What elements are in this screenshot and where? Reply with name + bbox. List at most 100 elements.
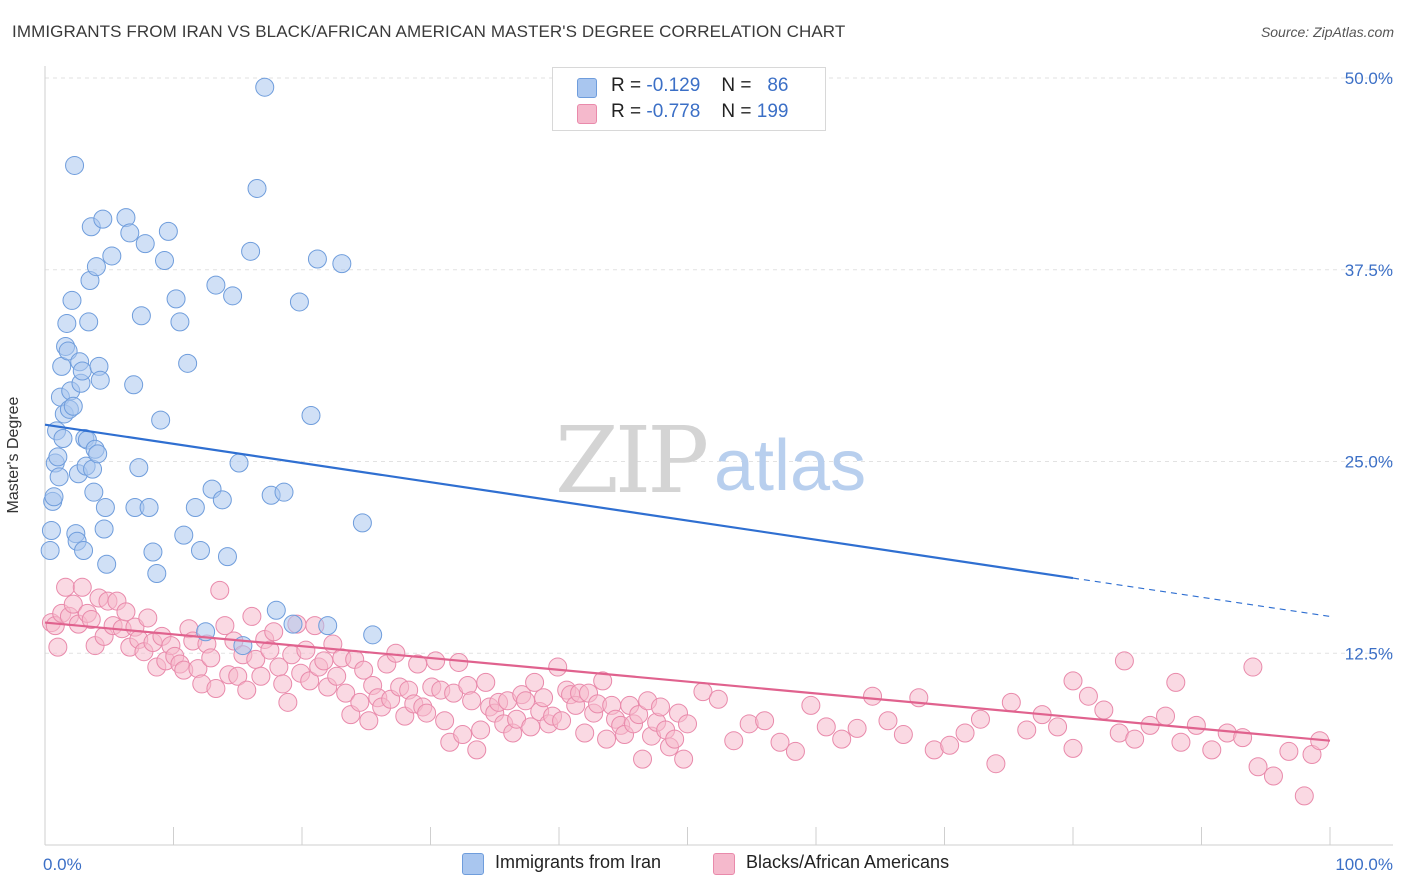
- data-point-blacks: [665, 729, 685, 749]
- data-point-iran: [166, 289, 186, 309]
- data-point-iran: [79, 312, 99, 332]
- data-point-iran: [301, 405, 321, 425]
- data-point-iran: [124, 375, 144, 395]
- data-point-blacks: [359, 711, 379, 731]
- data-point-blacks: [1063, 738, 1083, 758]
- data-point-blacks: [1063, 671, 1083, 691]
- data-point-iran: [74, 540, 94, 560]
- data-point-iran: [147, 563, 167, 583]
- data-point-iran: [241, 241, 261, 261]
- data-point-iran: [139, 498, 159, 518]
- data-point-iran: [206, 275, 226, 295]
- data-point-blacks: [1114, 651, 1134, 671]
- data-point-blacks: [548, 657, 568, 677]
- x-tick-label: 0.0%: [43, 855, 82, 874]
- data-point-blacks: [426, 651, 446, 671]
- source-label: Source: ZipAtlas.com: [1260, 24, 1394, 40]
- data-point-blacks: [1248, 757, 1268, 777]
- data-point-iran: [255, 77, 275, 97]
- bottom-legend-label-blacks: Blacks/African Americans: [746, 852, 950, 872]
- bottom-legend-label-iran: Immigrants from Iran: [495, 852, 662, 872]
- data-point-blacks: [1001, 692, 1021, 712]
- data-point-iran: [247, 178, 267, 198]
- data-point-blacks: [278, 692, 298, 712]
- data-point-blacks: [1243, 657, 1263, 677]
- x-tick-label: 100.0%: [1335, 855, 1393, 874]
- data-point-blacks: [785, 741, 805, 761]
- data-point-iran: [283, 614, 303, 634]
- legend-n-value: 199: [756, 101, 789, 122]
- data-point-blacks: [264, 622, 284, 642]
- data-point-blacks: [417, 703, 437, 723]
- data-point-iran: [174, 525, 194, 545]
- data-point-iran: [95, 498, 115, 518]
- data-point-blacks: [206, 679, 226, 699]
- data-point-blacks: [593, 671, 613, 691]
- data-point-blacks: [201, 648, 221, 668]
- legend-r-label: R =: [611, 75, 642, 96]
- data-point-blacks: [1166, 672, 1186, 692]
- data-point-blacks: [48, 637, 68, 657]
- trend-lines: [44, 423, 1331, 742]
- data-point-iran: [72, 361, 92, 381]
- data-point-blacks: [471, 720, 491, 740]
- data-point-iran: [49, 467, 69, 487]
- series-iran-points: [40, 77, 383, 656]
- data-point-iran: [158, 221, 178, 241]
- data-point-iran: [131, 306, 151, 326]
- grid-lines: [45, 77, 1393, 654]
- y-tick-label: 12.5%: [1345, 644, 1393, 663]
- data-point-blacks: [970, 709, 990, 729]
- data-point-blacks: [228, 666, 248, 686]
- data-point-iran: [90, 370, 110, 390]
- data-point-iran: [40, 540, 60, 560]
- data-point-blacks: [893, 725, 913, 745]
- data-point-iran: [190, 540, 210, 560]
- data-point-iran: [129, 458, 149, 478]
- data-point-iran: [318, 616, 338, 636]
- bottom-legend-swatch-iran: [462, 853, 484, 875]
- bottom-legend-swatch-blacks: [713, 853, 735, 875]
- data-point-blacks: [476, 672, 496, 692]
- data-point-blacks: [336, 683, 356, 703]
- data-point-iran: [120, 223, 140, 243]
- data-point-blacks: [449, 652, 469, 672]
- data-point-iran: [185, 498, 205, 518]
- data-point-blacks: [1078, 686, 1098, 706]
- data-point-blacks: [138, 608, 158, 628]
- data-point-blacks: [116, 602, 136, 622]
- data-point-iran: [48, 447, 68, 467]
- chart-title: IMMIGRANTS FROM IRAN VS BLACK/AFRICAN AM…: [12, 22, 846, 41]
- data-point-blacks: [242, 606, 262, 626]
- data-point-blacks: [940, 735, 960, 755]
- data-point-blacks: [863, 686, 883, 706]
- data-point-iran: [53, 428, 73, 448]
- data-point-blacks: [354, 660, 374, 680]
- data-point-blacks: [878, 711, 898, 731]
- data-point-iran: [170, 312, 190, 332]
- data-point-iran: [155, 251, 175, 271]
- data-point-blacks: [629, 705, 649, 725]
- legend-r-value: -0.778: [646, 101, 701, 122]
- data-point-iran: [44, 487, 64, 507]
- data-point-blacks: [1048, 717, 1068, 737]
- data-point-blacks: [847, 718, 867, 738]
- trend-line-blacks: [44, 621, 1331, 742]
- data-point-blacks: [327, 666, 347, 686]
- data-point-blacks: [237, 680, 257, 700]
- data-point-blacks: [1094, 700, 1114, 720]
- data-point-blacks: [597, 729, 617, 749]
- data-point-blacks: [1294, 786, 1314, 806]
- legend-r-value: -0.129: [646, 75, 701, 96]
- legend-swatch-blacks: [577, 104, 597, 124]
- correlation-legend: R = -0.129 N = 86 R = -0.778 N = 199: [552, 67, 826, 131]
- data-point-iran: [363, 625, 383, 645]
- data-point-blacks: [755, 711, 775, 731]
- data-point-blacks: [534, 688, 554, 708]
- y-tick-label: 50.0%: [1345, 69, 1393, 88]
- data-point-iran: [65, 155, 85, 175]
- data-point-blacks: [1263, 766, 1283, 786]
- data-point-blacks: [467, 740, 487, 760]
- y-tick-label: 37.5%: [1345, 261, 1393, 280]
